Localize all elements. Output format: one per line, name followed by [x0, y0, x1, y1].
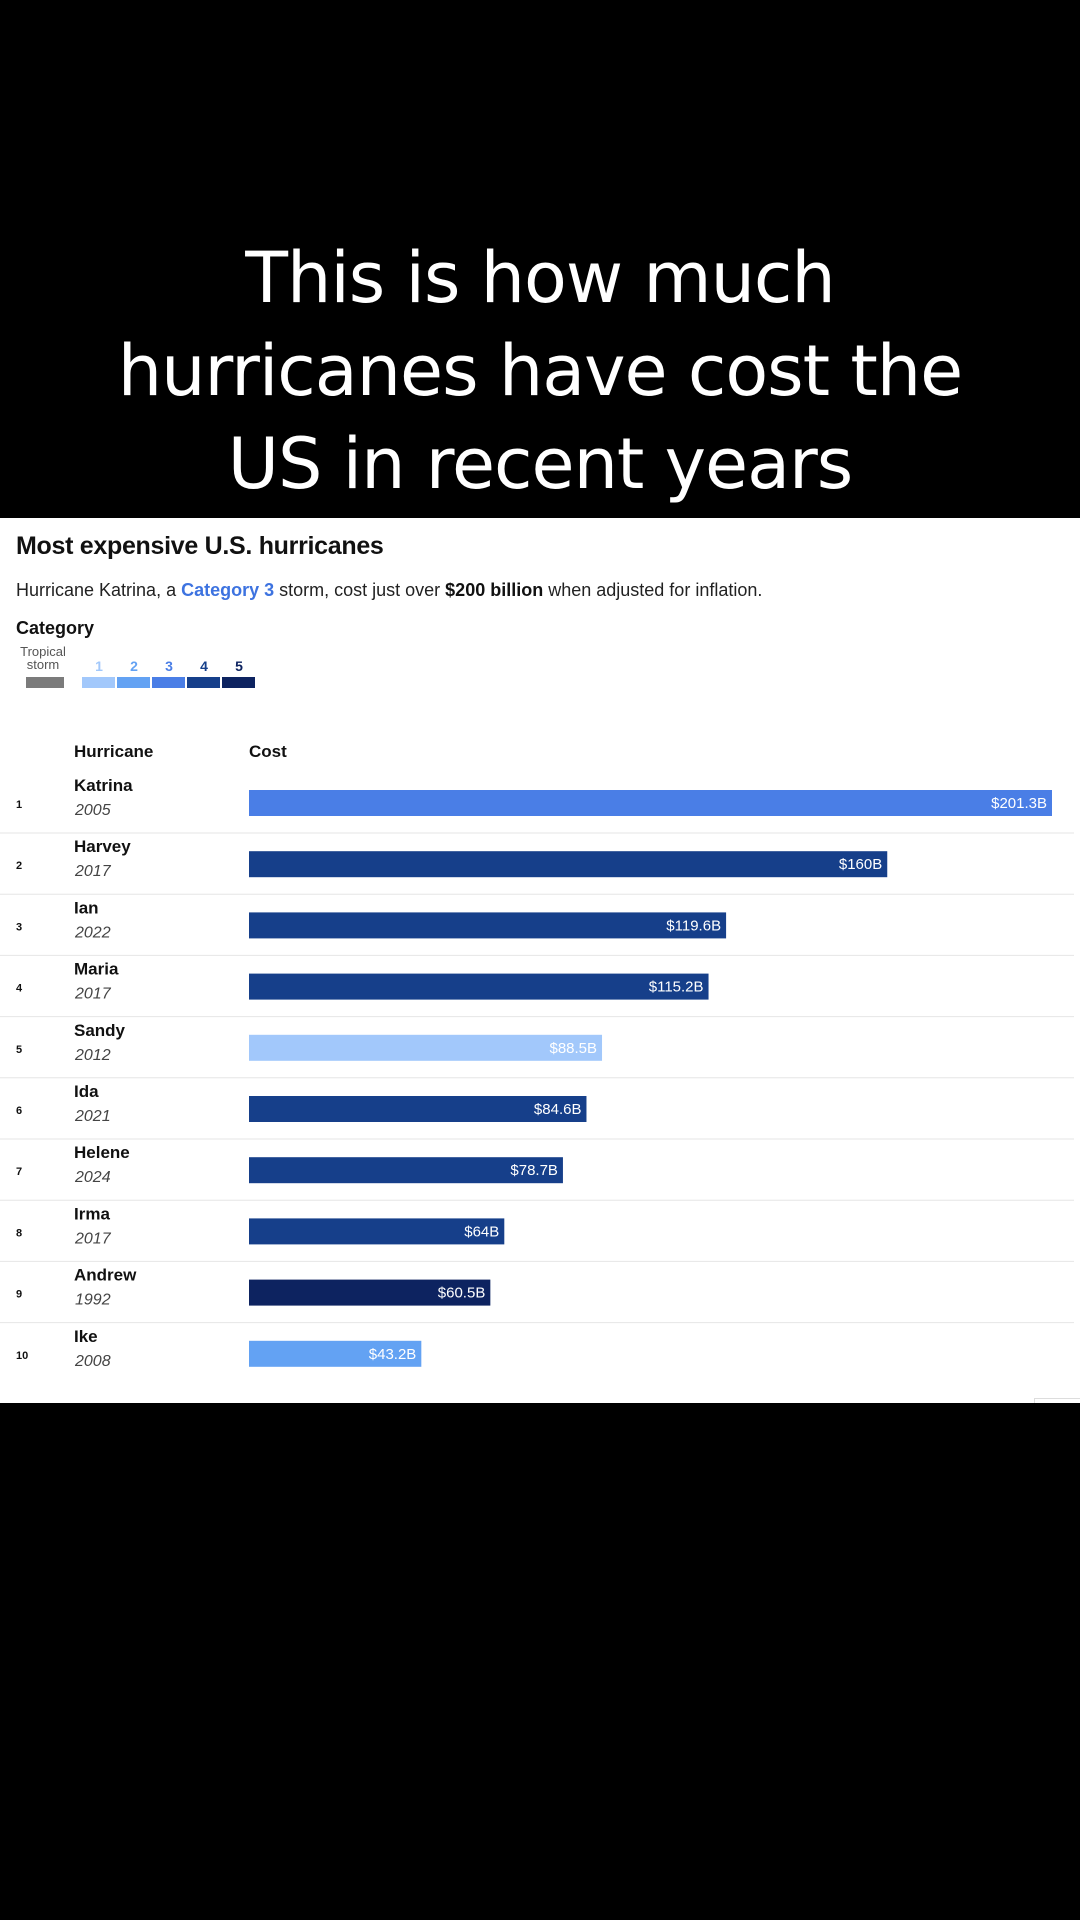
hurricane-name: Maria: [74, 960, 119, 979]
legend-tropical-storm-swatch: [26, 677, 64, 688]
legend-label-line: storm: [26, 657, 60, 672]
hurricane-name: Ida: [74, 1082, 99, 1101]
bar: [249, 973, 709, 1000]
bar-value-label: $88.5B: [549, 1040, 597, 1057]
legend-category-swatch: [117, 677, 150, 688]
column-header-hurricane: Hurricane: [74, 742, 154, 761]
hurricane-name: Harvey: [74, 837, 131, 856]
hurricane-year: 2021: [74, 1108, 111, 1125]
bar-value-label: $119.6B: [666, 917, 721, 934]
bar-chart: 1 Katrina 2005 $201.3B 2 Harvey 2017 $160B 3 Ian 2…: [0, 776, 1074, 1370]
chart-title: Most expensive U.S. hurricanes: [16, 532, 384, 560]
row-rank: 6: [16, 1105, 22, 1117]
bar-value-label: $201.3B: [991, 795, 1047, 812]
bar-value-label: $78.7B: [510, 1162, 558, 1179]
subtitle-text: Hurricane Katrina, a: [16, 580, 182, 600]
hurricane-name: Helene: [74, 1143, 130, 1162]
hurricane-year: 2017: [74, 863, 112, 880]
chart-subtitle: Hurricane Katrina, a Category 3 storm, c…: [16, 580, 762, 601]
hurricane-name: Ike: [74, 1327, 98, 1346]
caption-line: This is how much: [245, 237, 836, 319]
corner-mark: [1034, 1398, 1080, 1403]
row-rank: 2: [16, 860, 22, 872]
caption-line: hurricanes have cost the: [117, 330, 963, 412]
row-rank: 5: [16, 1044, 22, 1056]
hurricane-year: 2022: [74, 924, 111, 941]
chart-card: Most expensive U.S. hurricanes Hurricane…: [0, 518, 1080, 1403]
hurricane-year: 1992: [75, 1292, 111, 1309]
hurricane-name: Andrew: [74, 1266, 137, 1285]
bar-value-label: $84.6B: [534, 1101, 582, 1118]
bar-value-label: $60.5B: [438, 1285, 486, 1302]
hurricane-year: 2008: [74, 1353, 111, 1370]
row-rank: 7: [16, 1166, 22, 1178]
category-link[interactable]: Category 3: [181, 580, 275, 600]
row-rank: 9: [16, 1289, 22, 1301]
legend-category-swatch: [152, 677, 185, 688]
legend-tropical-storm-label: Tropical storm: [20, 645, 66, 671]
bar: [249, 1157, 563, 1184]
bar: [249, 851, 888, 878]
bar: [249, 1218, 505, 1245]
bar-value-label: $43.2B: [369, 1346, 417, 1363]
subtitle-text: storm, cost just over: [274, 580, 446, 600]
hurricane-year: 2017: [74, 1230, 112, 1247]
row-rank: 8: [16, 1227, 22, 1239]
hurricane-year: 2005: [74, 802, 111, 819]
bar-value-label: $115.2B: [649, 979, 704, 996]
bar: [249, 790, 1052, 816]
bar: [249, 912, 727, 939]
hurricane-year: 2012: [74, 1047, 111, 1064]
legend-category-swatch: [222, 677, 255, 688]
column-header-cost: Cost: [249, 742, 287, 761]
bar: [249, 1279, 491, 1306]
row-rank: 1: [16, 799, 22, 811]
row-rank: 4: [16, 983, 23, 995]
hurricane-name: Sandy: [74, 1021, 126, 1040]
legend-category-label: 4: [200, 658, 208, 674]
hurricane-name: Katrina: [74, 776, 133, 795]
legend-category-label: 3: [165, 658, 173, 674]
hurricane-name: Irma: [74, 1204, 110, 1223]
bar-value-label: $64B: [464, 1223, 499, 1240]
bar: [249, 1096, 587, 1122]
bar-value-label: $160B: [839, 856, 882, 873]
legend-category-label: 2: [130, 658, 138, 674]
legend-category-swatch: [187, 677, 220, 688]
hurricane-year: 2017: [74, 986, 112, 1003]
subtitle-text: when adjusted for inflation.: [543, 580, 763, 600]
row-rank: 3: [16, 921, 22, 933]
legend-label-line: Tropical: [20, 644, 66, 659]
row-rank: 10: [16, 1350, 28, 1362]
hurricane-year: 2024: [74, 1169, 111, 1186]
subtitle-amount: $200 billion: [445, 580, 544, 600]
caption-line: US in recent years: [227, 423, 854, 505]
legend-category-label: 1: [95, 658, 103, 674]
video-caption: This is how much hurricanes have cost th…: [0, 232, 1080, 511]
hurricane-name: Ian: [74, 898, 99, 917]
legend-category-swatch: [82, 677, 115, 688]
bar: [249, 1340, 422, 1367]
legend-title: Category: [16, 618, 95, 638]
legend-category-label: 5: [235, 658, 243, 674]
bar: [249, 1034, 603, 1061]
